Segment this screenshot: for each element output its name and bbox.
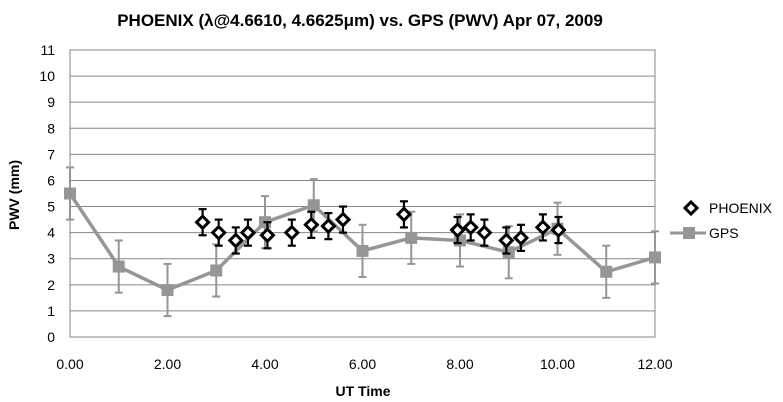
y-tick-label-2: 2: [47, 277, 55, 293]
y-tick-label-11: 11: [40, 42, 55, 58]
y-tick-label-0: 0: [47, 329, 55, 345]
y-tick-label-9: 9: [47, 94, 55, 110]
y-tick-label-7: 7: [47, 146, 55, 162]
legend-phoenix-marker: [682, 199, 700, 217]
y-tick-label-4: 4: [47, 225, 55, 241]
gps-point: [405, 231, 418, 244]
phoenix-point: [476, 224, 493, 241]
y-tick-label-8: 8: [47, 120, 55, 136]
phoenix-point: [462, 219, 479, 236]
legend-gps-label: GPS: [709, 225, 739, 241]
phoenix-point: [334, 211, 352, 228]
phoenix-point: [283, 224, 300, 241]
phoenix-point: [320, 217, 337, 235]
y-tick-label-6: 6: [47, 172, 55, 188]
y-tick-label-10: 10: [39, 68, 55, 84]
x-tick-label-6.00: 6.00: [349, 356, 376, 372]
gps-point: [112, 260, 125, 273]
phoenix-point: [210, 224, 227, 241]
y-tick-label-3: 3: [47, 251, 55, 267]
x-tick-labels: 0.00 2.00 4.00 6.00 8.00 10.00 12.00: [56, 356, 672, 372]
y-tick-labels: 0 1 2 3 4 5 6 7 8 9 10 11: [39, 42, 55, 345]
x-tick-label-2.00: 2.00: [154, 356, 181, 372]
legend-phoenix-label: PHOENIX: [709, 200, 773, 216]
phoenix-point: [534, 219, 551, 236]
y-axis-label: PWV (mm): [6, 160, 22, 230]
phoenix-point: [449, 221, 466, 239]
phoenix-point: [227, 232, 244, 249]
phoenix-point: [259, 227, 276, 244]
gps-point: [161, 284, 174, 297]
y-tick-label-5: 5: [47, 199, 55, 215]
chart-title: PHOENIX (λ@4.6610, 4.6625μm) vs. GPS (PW…: [117, 11, 603, 30]
phoenix-point: [498, 232, 515, 249]
phoenix-point: [303, 216, 320, 233]
x-tick-label-10.00: 10.00: [540, 356, 575, 372]
gps-point: [502, 246, 515, 259]
gps-point: [210, 264, 223, 277]
phoenix-point: [194, 214, 211, 231]
phoenix-series: [194, 200, 567, 255]
gps-point: [64, 187, 76, 200]
gps-point: [600, 265, 613, 278]
gps-point: [356, 244, 369, 257]
x-tick-label-0.00: 0.00: [56, 356, 83, 372]
gps-point: [649, 251, 661, 264]
x-tick-label-4.00: 4.00: [251, 356, 278, 372]
phoenix-point: [512, 229, 530, 246]
legend-gps-marker: [670, 227, 706, 239]
legend: PHOENIX GPS: [670, 199, 773, 241]
phoenix-point: [550, 221, 567, 239]
x-axis-label: UT Time: [336, 383, 391, 399]
gps-point: [307, 199, 320, 212]
x-tick-label-8.00: 8.00: [446, 356, 473, 372]
phoenix-point: [239, 224, 257, 241]
x-tick-label-12.00: 12.00: [637, 356, 672, 372]
phoenix-point: [395, 206, 413, 223]
y-tick-label-1: 1: [47, 303, 55, 319]
